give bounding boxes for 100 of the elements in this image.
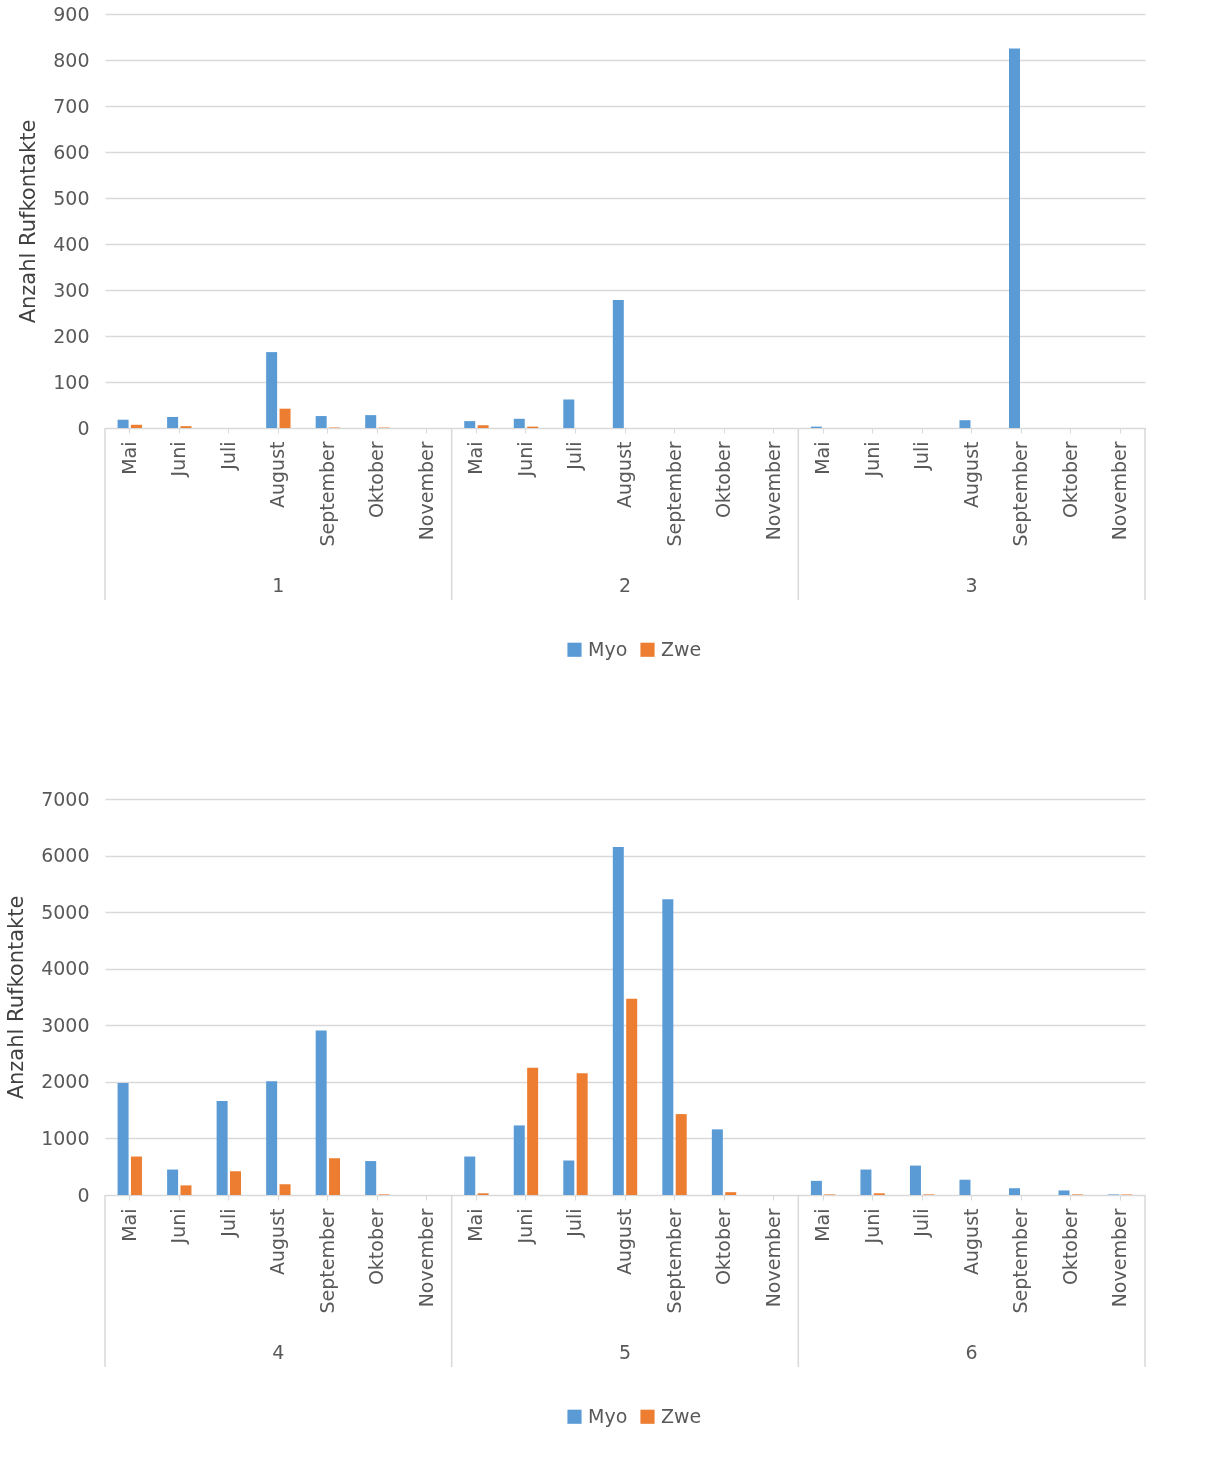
bar xyxy=(662,899,674,1195)
bar xyxy=(563,399,575,428)
bar xyxy=(675,1114,687,1195)
legend-label: Myo xyxy=(588,1404,628,1427)
x-tick-label: September xyxy=(1009,1208,1032,1314)
x-tick-label: August xyxy=(266,441,289,508)
x-tick-label: Juli xyxy=(910,1208,933,1238)
x-tick-label: September xyxy=(315,1208,338,1314)
x-tick-label: Juni xyxy=(167,1208,190,1245)
x-tick-label: November xyxy=(414,441,437,541)
legend-label: Myo xyxy=(588,637,628,660)
x-tick-label: Juni xyxy=(860,1208,883,1245)
bar xyxy=(612,847,624,1195)
x-tick-label: Oktober xyxy=(1058,1208,1081,1286)
x-tick-label: Mai xyxy=(117,441,140,475)
legend-label: Zwe xyxy=(661,637,702,660)
y-tick-label: 900 xyxy=(53,2,90,25)
bar xyxy=(959,420,971,428)
bar xyxy=(513,1125,525,1195)
bar xyxy=(1009,1188,1020,1195)
bar xyxy=(130,424,142,428)
x-tick-label: August xyxy=(959,1208,982,1275)
y-tick-label: 6000 xyxy=(41,844,90,867)
x-tick-label: August xyxy=(959,441,982,508)
x-tick-label: Juni xyxy=(513,1208,536,1245)
y-tick-label: 200 xyxy=(53,324,90,347)
bar xyxy=(315,416,327,428)
bar xyxy=(279,408,291,428)
bar xyxy=(117,419,129,428)
x-tick-label: Juli xyxy=(910,441,933,471)
y-tick-label: 100 xyxy=(53,370,90,393)
bar xyxy=(365,1161,377,1195)
x-tick-label: September xyxy=(662,1208,685,1314)
bar xyxy=(464,421,476,428)
bar xyxy=(711,1129,723,1195)
bar xyxy=(167,416,179,428)
bar xyxy=(1058,1190,1070,1195)
x-tick-label: Mai xyxy=(811,1208,834,1242)
y-tick-label: 300 xyxy=(53,278,90,301)
x-tick-label: Oktober xyxy=(712,441,735,519)
bar xyxy=(180,1185,192,1195)
text: 1 xyxy=(272,574,285,596)
x-tick-label: November xyxy=(761,441,784,541)
y-tick-label: 5000 xyxy=(41,900,90,923)
y-tick-label: 800 xyxy=(53,48,90,71)
x-tick-label: Oktober xyxy=(365,441,388,519)
x-tick-label: Juli xyxy=(216,441,239,471)
y-tick-label: 2000 xyxy=(41,1070,90,1093)
bar xyxy=(130,1156,142,1195)
x-tick-label: Mai xyxy=(464,441,487,475)
bar xyxy=(810,1180,822,1195)
bar xyxy=(464,1156,476,1195)
bar xyxy=(860,1169,872,1195)
x-tick-label: Juni xyxy=(513,441,536,478)
legend-label: Zwe xyxy=(661,1404,702,1427)
y-axis-title: Anzahl Rufkontakte xyxy=(16,119,41,324)
x-tick-label: September xyxy=(315,441,338,547)
x-tick-label: Mai xyxy=(464,1208,487,1242)
x-tick-label: Juli xyxy=(563,441,586,471)
bar xyxy=(365,415,377,428)
x-tick-label: Oktober xyxy=(365,1208,388,1286)
x-tick-label: Oktober xyxy=(712,1208,735,1286)
x-tick-label: November xyxy=(761,1208,784,1308)
bar xyxy=(230,1171,241,1195)
x-tick-label: Mai xyxy=(117,1208,140,1242)
x-tick-label: November xyxy=(414,1208,437,1308)
x-tick-label: Juni xyxy=(167,441,190,478)
x-tick-label: August xyxy=(613,441,635,508)
bar xyxy=(279,1184,291,1195)
text: 3 xyxy=(965,574,978,596)
x-tick-label: Juli xyxy=(563,1208,586,1238)
x-tick-label: Juli xyxy=(216,1208,239,1238)
bar xyxy=(117,1082,129,1195)
text: 5 xyxy=(618,1341,632,1363)
y-tick-label: 3000 xyxy=(41,1013,90,1036)
text: 2 xyxy=(618,574,632,596)
bar xyxy=(959,1179,971,1195)
bar xyxy=(315,1030,327,1195)
bar xyxy=(513,418,525,428)
bar xyxy=(329,1158,341,1195)
y-tick-label: 0 xyxy=(77,416,90,439)
x-tick-label: November xyxy=(1108,1208,1131,1308)
bar xyxy=(725,1192,737,1195)
x-tick-label: September xyxy=(662,441,685,547)
y-tick-label: 700 xyxy=(53,94,90,117)
bar xyxy=(527,1067,539,1195)
text: 4 xyxy=(272,1341,285,1363)
bar xyxy=(909,1165,921,1195)
y-tick-label: 7000 xyxy=(41,787,90,810)
y-tick-label: 500 xyxy=(53,186,90,209)
x-tick-label: Mai xyxy=(811,441,834,475)
x-tick-label: November xyxy=(1108,441,1131,541)
y-tick-label: 400 xyxy=(53,232,90,255)
x-tick-label: Oktober xyxy=(1058,441,1081,519)
y-axis-title: Anzahl Rufkontakte xyxy=(4,895,29,1100)
y-tick-label: 600 xyxy=(53,140,90,163)
bar xyxy=(266,1081,278,1195)
y-tick-label: 0 xyxy=(77,1183,90,1206)
bar xyxy=(626,998,638,1195)
x-tick-label: August xyxy=(613,1208,635,1275)
